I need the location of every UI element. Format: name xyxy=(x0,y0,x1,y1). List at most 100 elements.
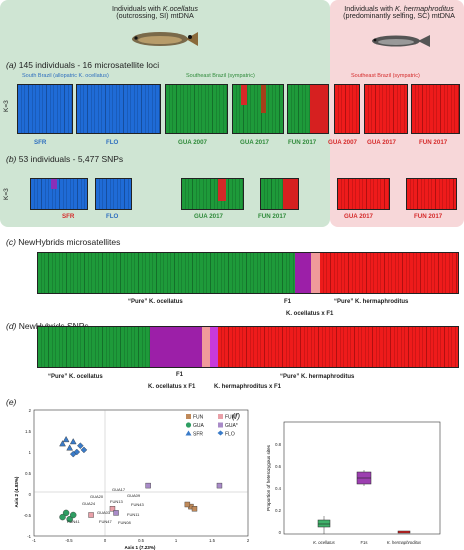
y-tick: 0.4 xyxy=(275,486,281,491)
x-tick: -1 xyxy=(32,538,36,543)
scatter-point-gua xyxy=(59,513,66,521)
segment-f1 xyxy=(150,327,202,367)
legend-swatch-flo xyxy=(217,430,224,436)
scatter-point-flo xyxy=(80,446,88,454)
hermaphroditus-fish-image xyxy=(372,35,430,47)
k3-label-b: K=3 xyxy=(3,188,10,200)
pop-label: GUA 2017 xyxy=(367,139,397,146)
label-pure-hermaphroditus-d: “Pure” K. hermaphroditus xyxy=(280,374,355,380)
snp-bar-fun2017 xyxy=(260,178,299,210)
category-label: K. ocellatus xyxy=(313,540,336,545)
scatter-point-sfr xyxy=(62,435,70,443)
legend-label: FUN* xyxy=(225,415,237,421)
scatter-point-sfr xyxy=(59,440,66,447)
pop-label: SFR xyxy=(62,213,75,220)
pop-label: GUA 2007 xyxy=(178,139,208,146)
structure-bar-gua2007 xyxy=(165,84,228,134)
y-tick: 0 xyxy=(29,492,32,497)
scatter-point-flo xyxy=(77,442,84,449)
panel-c-title: (c) NewHybrids microsatellites xyxy=(6,237,121,247)
scatter-point-gua xyxy=(70,511,77,519)
structure-bar-sfr xyxy=(17,84,73,134)
segment-pure-hermaphroditus xyxy=(218,327,458,367)
pop-label: GUA 2017 xyxy=(344,213,374,220)
structure-bar-fun2017 xyxy=(287,84,329,134)
y-tick: 1 xyxy=(29,450,32,455)
x-tick: -0.5 xyxy=(65,538,73,543)
legend-label: SFR xyxy=(193,432,203,438)
newhybrids-snp-bar xyxy=(37,326,459,368)
segment-pure-hermaphroditus xyxy=(320,253,458,293)
legend-label: GUA xyxy=(193,423,205,429)
segment-backcross-oc xyxy=(202,327,210,367)
category-label: K. hermaphroditus xyxy=(387,540,422,545)
y-tick: 2 xyxy=(29,408,32,413)
point-label: GUA09 xyxy=(127,493,141,498)
scatter-point-gua xyxy=(62,509,70,517)
scatter-point-gua xyxy=(66,515,73,523)
category-label: F1s xyxy=(361,540,368,545)
y-axis-label: Axis 2 (4.93%) xyxy=(14,476,19,507)
scatter-point-fun-star xyxy=(88,512,94,518)
x-tick: 0 xyxy=(104,538,107,543)
pop-label: GUA 2017 xyxy=(240,139,270,146)
y-tick: -0.5 xyxy=(24,513,32,518)
point-label: GUA03 xyxy=(97,510,111,515)
label-backcross-c: K. ocellatus x F1 xyxy=(286,311,334,317)
pop-label: SFR xyxy=(34,139,47,146)
group-southeast-label: Southeast Brazil (sympatric) xyxy=(186,73,255,79)
scatter-point-sfr xyxy=(69,438,77,445)
heterozygosity-boxplot: 0.8 0.6 0.4 0.2 0 Proportion of heterozy… xyxy=(266,421,441,545)
segment-backcross xyxy=(311,253,320,293)
scatter-point-gua-star xyxy=(145,482,151,489)
point-label: GUA17 xyxy=(112,487,126,492)
label-f1-c: F1 xyxy=(284,299,292,305)
point-label: FUN13 xyxy=(110,499,123,504)
snp-bar-gua2017-red xyxy=(337,178,390,210)
y-tick: 1.5 xyxy=(25,429,31,434)
scatter-point-sfr xyxy=(66,444,74,451)
group-south-label: South Brazil (allopatric K. ocellatus) xyxy=(22,73,109,79)
structure-bar-gua2017 xyxy=(232,84,284,134)
x-axis-label: Axis 1 (7.23%) xyxy=(125,545,156,550)
x-tick: 2 xyxy=(247,538,250,543)
point-label: FUN11 xyxy=(127,512,140,517)
y-axis-label: Proportion of heterozygous sites xyxy=(266,444,271,511)
scatter-point-fun-star xyxy=(109,505,116,512)
pop-label: FLO xyxy=(106,213,119,220)
structure-bar-fun2017-red xyxy=(411,84,460,134)
legend-swatch-gua xyxy=(185,422,192,428)
pop-label: GUA 2007 xyxy=(328,139,358,146)
pop-label: FUN 2017 xyxy=(414,213,443,220)
header-right: Individuals with K. hermaphroditus (pred… xyxy=(343,4,455,21)
group-southeast-red-label: Southeast Brazil (sympatric) xyxy=(351,73,420,79)
x-tick: 1.5 xyxy=(209,538,215,543)
legend-swatch-gua-star xyxy=(218,422,223,428)
pop-label: FUN 2017 xyxy=(258,213,287,220)
x-tick: 0.5 xyxy=(138,538,144,543)
x-tick: 1 xyxy=(175,538,178,543)
scatter-point-flo xyxy=(69,450,77,458)
scatter-point-gua-star xyxy=(216,482,223,489)
label-backcross-oc-d: K. ocellatus x F1 xyxy=(148,384,196,390)
plot-frame xyxy=(283,421,441,535)
legend-swatch-fun-star xyxy=(218,414,223,419)
y-tick: -1 xyxy=(27,534,31,539)
legend-swatch-fun xyxy=(186,414,191,419)
plot-frame xyxy=(33,409,249,537)
point-label: GUA20 xyxy=(90,494,104,499)
scatter-point-fun xyxy=(184,501,191,508)
legend-label: GUA* xyxy=(225,423,238,429)
label-f1-d: F1 xyxy=(176,372,184,378)
snp-bar-sfr xyxy=(30,178,88,210)
panel-e-letter: (e) xyxy=(6,397,17,407)
legend-swatch-sfr xyxy=(185,430,192,436)
point-label: FUN47 xyxy=(99,519,112,524)
newhybrids-micro-bar xyxy=(37,252,459,294)
segment-backcross-her xyxy=(210,327,218,367)
segment-pure-ocellatus xyxy=(38,253,295,293)
segment-pure-ocellatus xyxy=(38,327,150,367)
box-hermaphroditus xyxy=(397,530,411,534)
structure-bar-gua2007-red xyxy=(334,84,360,134)
structure-bar-flo xyxy=(76,84,161,134)
